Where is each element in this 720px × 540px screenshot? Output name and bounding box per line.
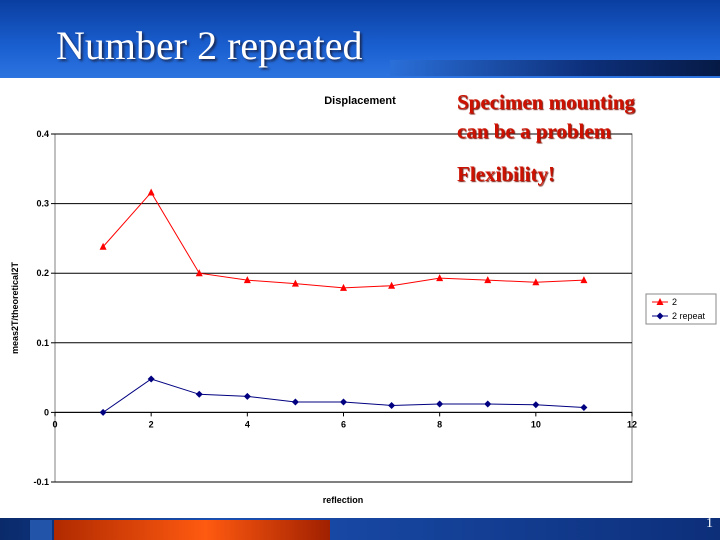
data-point-2-repeat xyxy=(195,390,203,398)
legend-box xyxy=(645,293,717,325)
x-tick-label: 2 xyxy=(149,419,154,429)
data-point-2 xyxy=(99,242,107,250)
x-tick-label: 8 xyxy=(437,419,442,429)
data-point-2 xyxy=(195,269,203,277)
legend-label: 2 xyxy=(672,297,677,307)
data-point-2-repeat xyxy=(656,312,664,320)
data-point-2 xyxy=(580,276,588,284)
data-point-2-repeat xyxy=(532,401,540,409)
footer-block xyxy=(30,520,52,540)
data-point-2-repeat xyxy=(147,375,155,383)
footer-accent xyxy=(54,520,330,540)
legend-label: 2 repeat xyxy=(672,311,706,321)
data-point-2-repeat xyxy=(484,400,492,408)
data-point-2 xyxy=(147,188,155,196)
y-tick-label: -0.1 xyxy=(33,477,49,487)
data-point-2-repeat xyxy=(340,398,347,406)
x-tick-label: 6 xyxy=(341,419,346,429)
series-line-2-repeat xyxy=(102,378,584,413)
data-point-2 xyxy=(484,276,492,284)
y-tick-label: 0.4 xyxy=(36,129,49,139)
y-tick-label: 0.1 xyxy=(36,338,49,348)
data-point-2-repeat xyxy=(291,398,299,406)
data-point-2 xyxy=(388,281,396,289)
y-tick-label: 0.2 xyxy=(36,268,49,278)
header-accent-bar xyxy=(390,60,720,76)
data-point-2 xyxy=(291,279,299,287)
data-point-2 xyxy=(532,278,540,286)
note-line-1: Specimen mounting xyxy=(457,90,635,114)
chart-title: Displacement xyxy=(324,95,396,107)
data-point-2 xyxy=(656,298,664,305)
note-line-2: can be a problem xyxy=(457,119,612,143)
page-number: 1 xyxy=(706,516,713,531)
data-point-2-repeat xyxy=(388,401,396,409)
x-axis-label: reflection xyxy=(323,495,364,505)
data-point-2 xyxy=(340,283,347,291)
data-point-2-repeat xyxy=(436,400,444,408)
x-tick-label: 12 xyxy=(627,419,637,429)
data-point-2-repeat xyxy=(243,392,251,400)
data-point-2 xyxy=(436,274,444,282)
x-tick-label: 10 xyxy=(531,419,541,429)
note-line-3: Flexibility! xyxy=(457,162,555,186)
x-tick-label: 0 xyxy=(52,419,57,429)
slide-title: Number 2 repeated xyxy=(56,23,363,68)
data-point-2-repeat xyxy=(580,404,588,412)
x-tick-label: 4 xyxy=(245,419,250,429)
data-point-2-repeat xyxy=(99,408,107,416)
y-axis-label: meas2T/theoretical2T xyxy=(10,261,20,354)
y-tick-label: 0.3 xyxy=(36,199,49,209)
y-tick-label: 0 xyxy=(44,407,49,417)
data-point-2 xyxy=(243,276,251,284)
